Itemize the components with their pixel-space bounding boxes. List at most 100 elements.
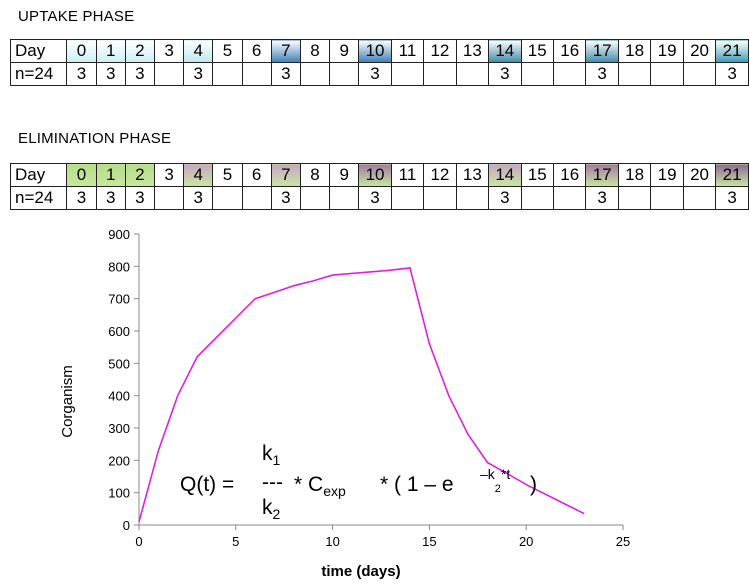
day-label-cell: Day bbox=[9, 39, 68, 63]
formula-k1-letter: k bbox=[262, 442, 273, 465]
n-label-cell: n=24 bbox=[9, 186, 68, 210]
day-cell: 0 bbox=[66, 163, 97, 187]
y-tick-label: 600 bbox=[108, 324, 130, 339]
day-cell: 2 bbox=[124, 163, 156, 187]
count-cell: 3 bbox=[183, 62, 214, 86]
day-cell: 15 bbox=[520, 163, 554, 187]
formula-exp-sup: –k bbox=[480, 466, 495, 482]
day-cell: 11 bbox=[390, 39, 425, 63]
day-cell: 5 bbox=[212, 39, 243, 63]
count-cell bbox=[153, 62, 185, 86]
chart-ticks: 0 100 200 300 400 500 600 700 800 900 0 5 10 15 20 25 bbox=[108, 227, 630, 549]
count-cell: 3 bbox=[488, 186, 522, 210]
count-cell bbox=[390, 186, 425, 210]
concentration-chart: 0 100 200 300 400 500 600 700 800 900 0 5 10 15 20 25 t… bbox=[59, 227, 630, 580]
day-cell: 14 bbox=[488, 39, 522, 63]
count-cell: 3 bbox=[95, 62, 126, 86]
x-tick-label: 10 bbox=[325, 534, 339, 549]
day-cell: 16 bbox=[552, 39, 587, 63]
day-cell: 10 bbox=[358, 39, 392, 63]
y-tick-label: 300 bbox=[108, 421, 130, 436]
count-cell: 3 bbox=[124, 62, 156, 86]
count-cell bbox=[552, 62, 587, 86]
elimination-schedule-table: Day 0 1 2 3 4 5 6 7 8 9 10 11 12 13 14 15 16 17 18 19 20 21 n=… bbox=[9, 163, 749, 210]
day-cell: 19 bbox=[650, 39, 684, 63]
count-cell bbox=[423, 186, 457, 210]
day-cell: 1 bbox=[95, 39, 126, 63]
count-cell bbox=[455, 186, 490, 210]
y-tick-label: 100 bbox=[108, 486, 130, 501]
count-cell: 3 bbox=[183, 186, 214, 210]
count-cell: 3 bbox=[585, 186, 619, 210]
day-cell: 20 bbox=[682, 163, 717, 187]
count-cell bbox=[423, 62, 457, 86]
day-cell: 11 bbox=[390, 163, 425, 187]
day-cell: 1 bbox=[95, 163, 126, 187]
count-cell bbox=[682, 62, 717, 86]
day-cell: 4 bbox=[183, 39, 214, 63]
model-formula: Q(t) = k1 --- k2 * Cexp * ( 1 – e –k2*t … bbox=[178, 440, 558, 530]
count-cell bbox=[617, 186, 652, 210]
uptake-count-row: n=24 3 3 3 3 3 3 3 3 3 bbox=[9, 62, 749, 86]
formula-cexp-letter: * C bbox=[294, 473, 324, 496]
day-cell: 6 bbox=[241, 163, 272, 187]
y-tick-label: 900 bbox=[108, 227, 130, 242]
formula-cexp-sub: exp bbox=[323, 483, 346, 500]
formula-cexp: * Cexp bbox=[294, 473, 346, 499]
day-cell: 15 bbox=[520, 39, 554, 63]
y-tick-label: 800 bbox=[108, 259, 130, 274]
elimination-phase-title: ELIMINATION PHASE bbox=[18, 130, 172, 147]
x-tick-label: 20 bbox=[519, 534, 533, 549]
day-cell: 16 bbox=[552, 163, 587, 187]
count-cell bbox=[650, 186, 684, 210]
uptake-phase-title: UPTAKE PHASE bbox=[18, 8, 135, 25]
formula-fraction-dashes: --- bbox=[262, 471, 283, 494]
day-cell: 3 bbox=[153, 39, 185, 63]
x-tick-label: 0 bbox=[135, 534, 142, 549]
day-cell: 19 bbox=[650, 163, 684, 187]
y-tick-label: 500 bbox=[108, 356, 130, 371]
formula-k1: k1 bbox=[262, 442, 280, 468]
day-cell: 2 bbox=[124, 39, 156, 63]
formula-exponent: –k2*t bbox=[480, 466, 510, 495]
count-cell bbox=[617, 62, 652, 86]
uptake-day-row: Day 0 1 2 3 4 5 6 7 8 9 10 11 12 13 14 15 16 17 18 19 20 21 bbox=[9, 39, 749, 63]
count-cell: 3 bbox=[715, 62, 749, 86]
count-cell: 3 bbox=[585, 62, 619, 86]
count-cell bbox=[329, 62, 360, 86]
day-cell: 21 bbox=[715, 163, 749, 187]
formula-k2-letter: k bbox=[262, 496, 273, 519]
day-cell: 17 bbox=[585, 39, 619, 63]
formula-k2-sub: 2 bbox=[272, 506, 281, 523]
day-cell: 13 bbox=[455, 39, 490, 63]
elimination-count-row: n=24 3 3 3 3 3 3 3 3 3 bbox=[9, 186, 749, 210]
x-tick-label: 5 bbox=[232, 534, 239, 549]
elimination-day-row: Day 0 1 2 3 4 5 6 7 8 9 10 11 12 13 14 15 16 17 18 19 20 21 bbox=[9, 163, 749, 187]
count-cell bbox=[520, 62, 554, 86]
x-axis-label: time (days) bbox=[321, 563, 400, 580]
count-cell: 3 bbox=[95, 186, 126, 210]
count-cell bbox=[650, 62, 684, 86]
count-cell bbox=[682, 186, 717, 210]
x-tick-label: 25 bbox=[616, 534, 630, 549]
day-cell: 12 bbox=[423, 39, 457, 63]
day-cell: 14 bbox=[488, 163, 522, 187]
formula-k1-sub: 1 bbox=[272, 452, 281, 469]
count-cell bbox=[455, 62, 490, 86]
count-cell bbox=[212, 186, 243, 210]
count-cell bbox=[552, 186, 587, 210]
count-cell: 3 bbox=[358, 62, 392, 86]
x-tick-label: 15 bbox=[422, 534, 436, 549]
count-cell bbox=[390, 62, 425, 86]
count-cell bbox=[212, 62, 243, 86]
y-tick-label: 200 bbox=[108, 453, 130, 468]
day-cell: 12 bbox=[423, 163, 457, 187]
count-cell bbox=[299, 186, 331, 210]
day-cell: 18 bbox=[617, 163, 652, 187]
count-cell: 3 bbox=[488, 62, 522, 86]
count-cell: 3 bbox=[66, 186, 97, 210]
count-cell: 3 bbox=[124, 186, 156, 210]
count-cell: 3 bbox=[270, 62, 301, 86]
day-cell: 7 bbox=[270, 39, 301, 63]
day-cell: 7 bbox=[270, 163, 301, 187]
